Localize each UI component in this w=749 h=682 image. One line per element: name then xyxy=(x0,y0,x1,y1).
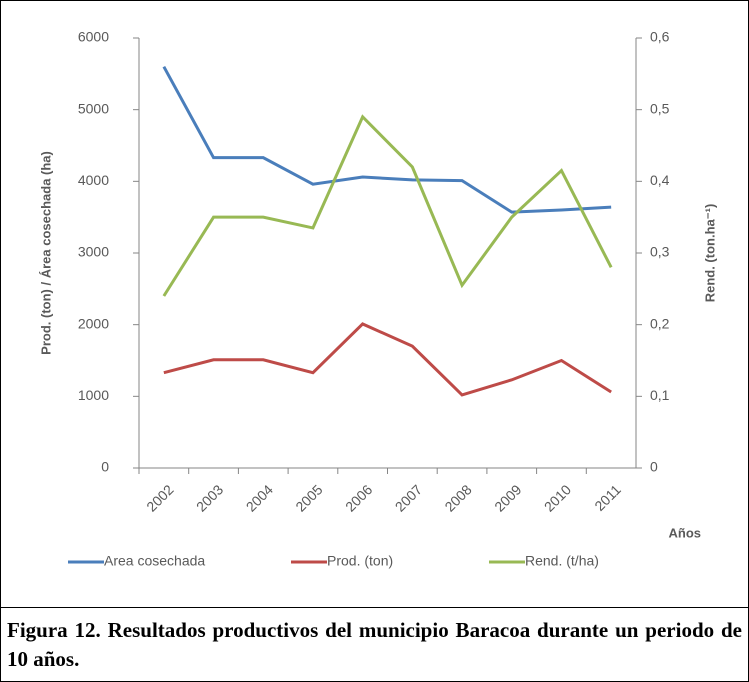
y-axis-label: Prod. (ton) / Área cosechada (ha) xyxy=(38,151,53,355)
x-tick-label: 2002 xyxy=(143,481,176,514)
series-line xyxy=(162,114,613,297)
y-tick-label: 6000 xyxy=(78,29,109,45)
y2-tick-label: 0,1 xyxy=(650,387,670,403)
y2-axis-label: Rend. (ton.ha⁻¹) xyxy=(702,204,717,303)
legend-label: Area cosechada xyxy=(104,553,205,569)
x-tick-label: 2009 xyxy=(491,481,524,514)
y-tick-label: 5000 xyxy=(78,100,109,116)
x-tick-label: 2008 xyxy=(441,481,474,514)
caption: Figura 12. Resultados productivos del mu… xyxy=(1,607,748,674)
y2-tick-label: 0,6 xyxy=(650,29,670,45)
series-line xyxy=(163,322,612,397)
chart: Prod. (ton) / Área cosechada (ha) Rend. … xyxy=(38,29,717,569)
legend-label: Prod. (ton) xyxy=(327,553,393,569)
x-tick-label: 2003 xyxy=(193,481,226,514)
y2-tick-label: 0,3 xyxy=(650,244,670,260)
x-tick-label: 2010 xyxy=(541,481,574,514)
series-line xyxy=(162,65,612,214)
y-tick-label: 3000 xyxy=(78,244,109,260)
y-tick-label: 0 xyxy=(101,459,109,475)
y-tick-label: 2000 xyxy=(78,315,109,331)
y2-tick-label: 0,2 xyxy=(650,315,670,331)
y-tick-label: 4000 xyxy=(78,172,109,188)
x-tick-label: 2005 xyxy=(292,481,325,514)
y2-tick-label: 0 xyxy=(650,459,658,475)
y-tick-label: 1000 xyxy=(78,387,109,403)
x-axis-label: Años xyxy=(669,525,702,540)
legend-label: Rend. (t/ha) xyxy=(525,553,599,569)
x-tick-label: 2007 xyxy=(392,481,425,514)
x-tick-label: 2011 xyxy=(591,481,624,514)
x-tick-label: 2004 xyxy=(243,481,276,514)
y2-tick-label: 0,4 xyxy=(650,172,670,188)
y2-tick-label: 0,5 xyxy=(650,100,670,116)
x-tick-label: 2006 xyxy=(342,481,375,514)
